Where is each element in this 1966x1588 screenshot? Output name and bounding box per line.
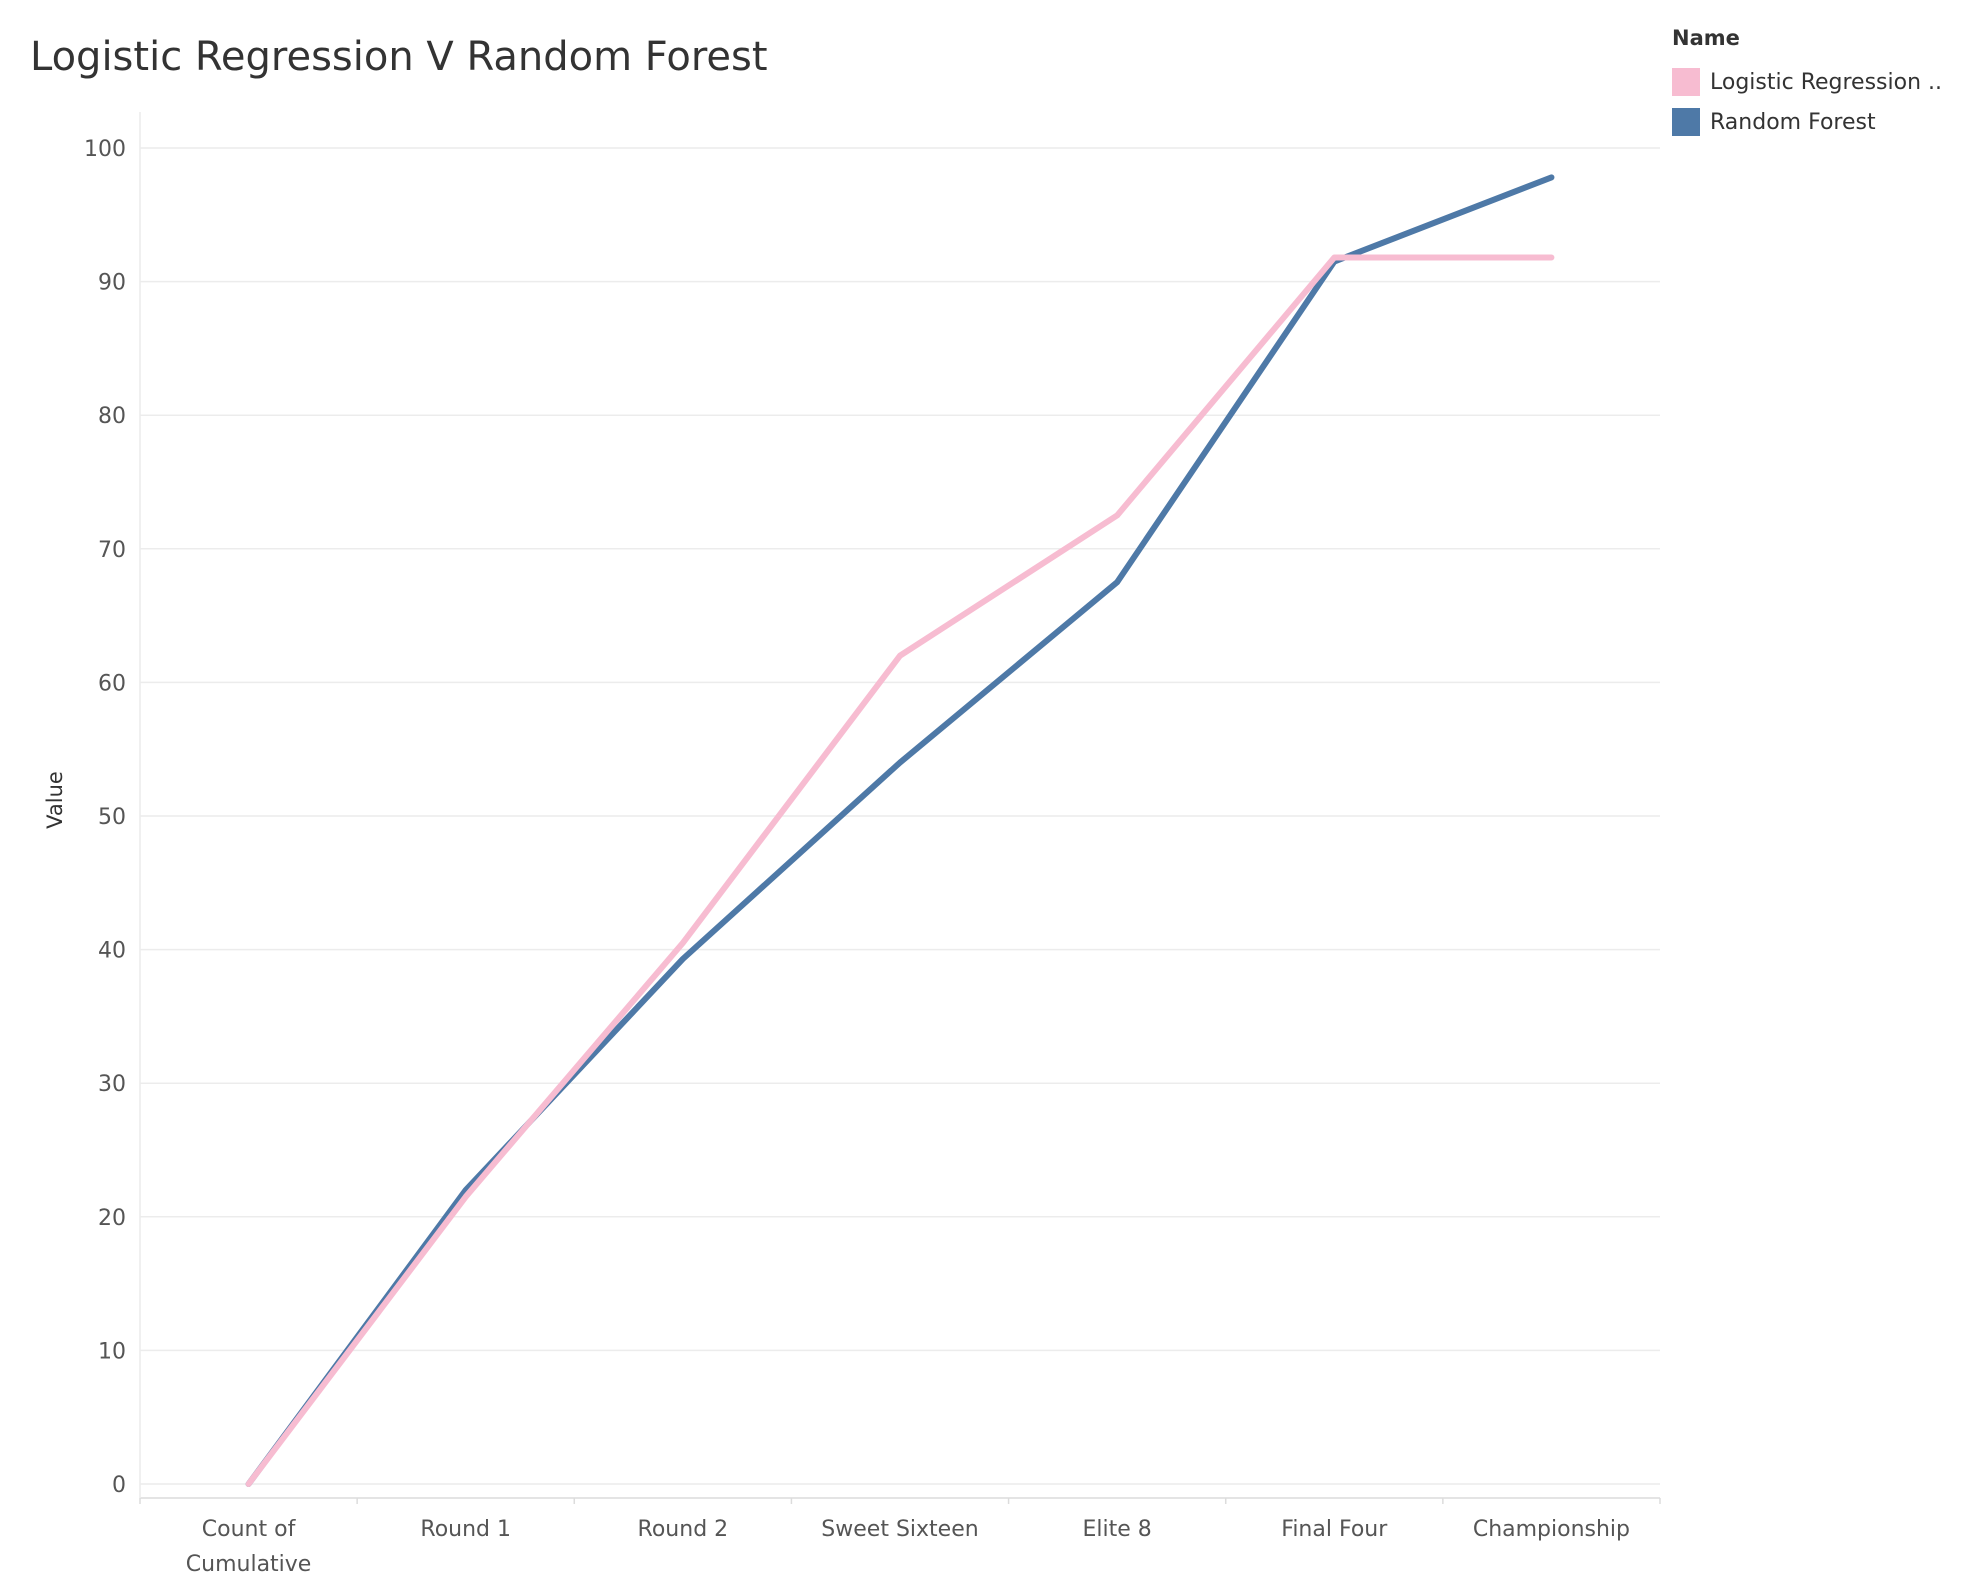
axes [139, 112, 1661, 1504]
series-lines [245, 174, 1555, 1487]
legend-title: Name [1672, 26, 1740, 50]
data-point[interactable] [680, 956, 686, 962]
legend-swatch-random-forest [1672, 108, 1700, 136]
gridlines [140, 147, 1660, 1485]
series-line-random-forest[interactable] [245, 174, 1555, 1487]
y-tick-labels: 0 10 20 30 40 50 60 70 80 90 100 [84, 137, 126, 1498]
chart-title: Logistic Regression V Random Forest [30, 34, 768, 80]
x-tick-label: Championship [1473, 1517, 1630, 1542]
data-point[interactable] [1114, 512, 1120, 518]
x-tick-label: Count of Cumulative [186, 1517, 312, 1577]
y-tick-label: 0 [112, 1473, 126, 1498]
y-tick-label: 70 [98, 538, 126, 563]
legend-item-logistic-regression[interactable]: Logistic Regression .. [1672, 62, 1962, 102]
y-tick-label: 100 [84, 137, 126, 162]
y-tick-label: 40 [98, 939, 126, 964]
x-tick-labels: Count of Cumulative Round 1 Round 2 Sweet Si… [186, 1517, 1630, 1577]
data-point[interactable] [246, 1481, 252, 1487]
x-tick-label: Final Four [1281, 1517, 1388, 1542]
legend-swatch-logistic-regression [1672, 68, 1700, 96]
data-point[interactable] [1114, 579, 1120, 585]
y-tick-label: 50 [98, 805, 126, 830]
data-point[interactable] [680, 940, 686, 946]
data-point[interactable] [897, 653, 903, 659]
legend-item-random-forest[interactable]: Random Forest [1672, 102, 1962, 142]
x-tick-label: Elite 8 [1083, 1517, 1152, 1542]
data-point[interactable] [1331, 255, 1337, 261]
x-tick-label: Round 2 [638, 1517, 729, 1542]
legend: Name Logistic Regression .. Random Fores… [1672, 26, 1962, 142]
y-tick-label: 10 [98, 1339, 126, 1364]
y-tick-label: 80 [98, 404, 126, 429]
data-point[interactable] [897, 760, 903, 766]
y-tick-label: 90 [98, 271, 126, 296]
x-tick-label: Round 1 [420, 1517, 511, 1542]
series-line-logistic-regression[interactable] [245, 254, 1555, 1487]
y-tick-label: 60 [98, 671, 126, 696]
data-point[interactable] [463, 1194, 469, 1200]
x-tick-label: Sweet Sixteen [821, 1517, 978, 1542]
data-point[interactable] [1548, 255, 1554, 261]
y-axis-title: Value [43, 771, 67, 829]
y-tick-label: 20 [98, 1206, 126, 1231]
y-tick-label: 30 [98, 1072, 126, 1097]
data-point[interactable] [1548, 174, 1554, 180]
